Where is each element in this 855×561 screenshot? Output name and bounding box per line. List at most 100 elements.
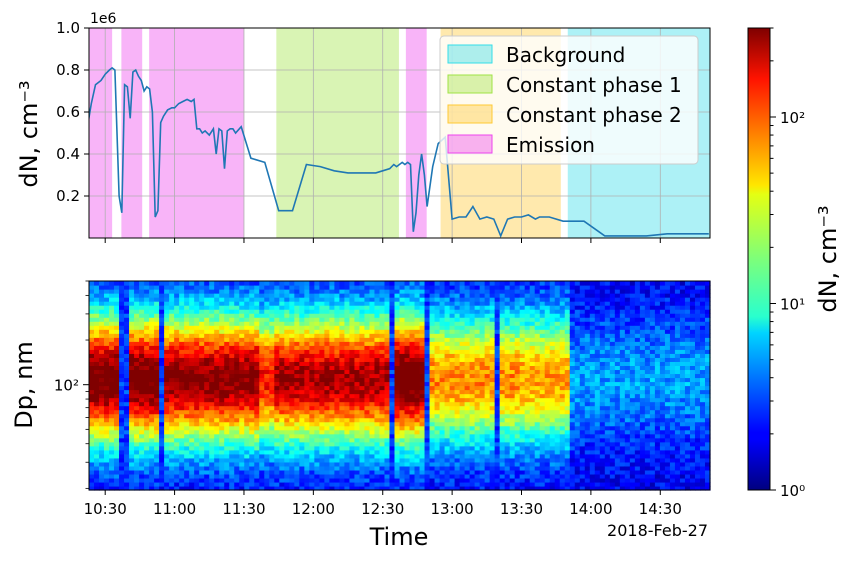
heatmap-cell [124, 397, 130, 403]
heatmap-cell [499, 409, 506, 415]
heatmap-cell [404, 461, 411, 467]
heatmap-cell [229, 281, 235, 286]
heatmap-cell [539, 289, 546, 294]
heatmap-cell [204, 293, 210, 298]
heatmap-cell [544, 345, 551, 350]
heatmap-cell [294, 373, 300, 379]
heatmap-cell [264, 469, 270, 475]
heatmap-cell [344, 325, 351, 330]
heatmap-cell [89, 321, 95, 326]
heatmap-cell [314, 325, 320, 330]
heatmap-cell [89, 413, 95, 419]
heatmap-cell [169, 369, 175, 375]
heatmap-cell [544, 373, 551, 379]
heatmap-cell [394, 429, 401, 435]
heatmap-cell [139, 421, 145, 427]
heatmap-cell [114, 353, 120, 358]
heatmap-cell [324, 293, 330, 298]
heatmap-cell [169, 425, 175, 431]
heatmap-cell [424, 357, 431, 362]
heatmap-cell [479, 433, 486, 439]
heatmap-cell [429, 377, 436, 383]
heatmap-cell [409, 337, 416, 342]
heatmap-cell [469, 481, 476, 487]
heatmap-cell [549, 393, 556, 399]
heatmap-cell [219, 449, 225, 455]
heatmap-cell [264, 409, 270, 415]
heatmap-cell [554, 445, 561, 451]
heatmap-cell [329, 405, 335, 411]
heatmap-cell [454, 289, 461, 294]
heatmap-cell [99, 465, 105, 471]
heatmap-cell [264, 349, 270, 354]
heatmap-cell [484, 337, 491, 342]
heatmap-cell [294, 357, 300, 362]
heatmap-cell [239, 293, 245, 298]
heatmap-cell [454, 341, 461, 346]
heatmap-cell [439, 321, 446, 326]
heatmap-cell [539, 425, 546, 431]
heatmap-cell [439, 397, 446, 403]
heatmap-cell [249, 313, 255, 318]
heatmap-cell [214, 337, 220, 342]
heatmap-cell [474, 481, 481, 487]
heatmap-cell [139, 441, 145, 447]
heatmap-cell [354, 285, 361, 290]
heatmap-cell [474, 385, 481, 391]
heatmap-cell [89, 345, 95, 350]
heatmap-cell [399, 481, 406, 487]
heatmap-cell [114, 361, 120, 366]
heatmap-cell [499, 321, 506, 326]
heatmap-cell [419, 481, 426, 487]
heatmap-cell [519, 433, 526, 439]
heatmap-cell [394, 413, 401, 419]
heatmap-cell [294, 421, 300, 427]
heatmap-cell [299, 289, 305, 294]
heatmap-cell [444, 409, 451, 415]
heatmap-cell [524, 333, 531, 338]
heatmap-cell [189, 453, 195, 459]
heatmap-cell [429, 341, 436, 346]
heatmap-cell [464, 461, 471, 467]
heatmap-cell [314, 321, 320, 326]
heatmap-cell [199, 317, 205, 322]
heatmap-cell [179, 381, 185, 387]
heatmap-cell [244, 321, 250, 326]
heatmap-cell [394, 293, 401, 298]
heatmap-cell [169, 365, 175, 371]
heatmap-cell [539, 469, 546, 475]
heatmap-cell [89, 397, 95, 403]
heatmap-cell [129, 373, 135, 379]
heatmap-cell [434, 381, 441, 387]
heatmap-cell [519, 477, 526, 483]
heatmap-cell [479, 385, 486, 391]
heatmap-cell [169, 381, 175, 387]
heatmap-cell [229, 481, 235, 487]
heatmap-cell [539, 285, 546, 290]
heatmap-cell [514, 357, 521, 362]
heatmap-cell [204, 393, 210, 399]
heatmap-cell [144, 485, 150, 491]
heatmap-cell [384, 317, 391, 322]
heatmap-cell [249, 449, 255, 455]
heatmap-cell [529, 409, 536, 415]
heatmap-cell [514, 361, 521, 366]
heatmap-cell [319, 305, 325, 310]
heatmap-cell [89, 437, 95, 443]
heatmap-cell [189, 361, 195, 366]
heatmap-cell [554, 397, 561, 403]
heatmap-cell [549, 289, 556, 294]
heatmap-cell [554, 389, 561, 395]
heatmap-cell [224, 433, 230, 439]
heatmap-cell [349, 385, 356, 391]
heatmap-cell [364, 413, 371, 419]
heatmap-cell [324, 377, 330, 383]
heatmap-cell [324, 437, 330, 443]
heatmap-cell [494, 477, 501, 483]
heatmap-cell [149, 321, 155, 326]
heatmap-cell [189, 365, 195, 371]
heatmap-cell [289, 313, 295, 318]
heatmap-cell [389, 289, 396, 294]
heatmap-cell [289, 457, 295, 463]
heatmap-cell [449, 353, 456, 358]
